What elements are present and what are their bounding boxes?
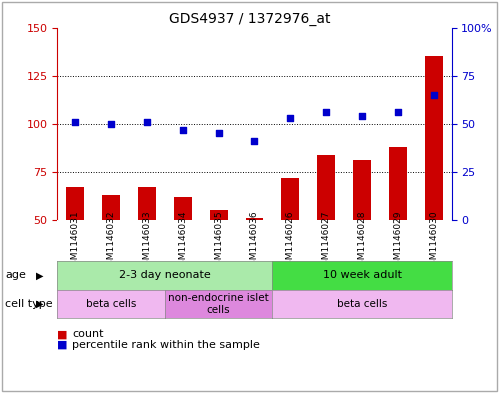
Point: [430, 92, 438, 98]
Point: [215, 130, 223, 136]
Point: [143, 119, 151, 125]
Text: GSM1146036: GSM1146036: [250, 210, 259, 271]
Text: cell type: cell type: [5, 299, 52, 309]
Bar: [246, 218, 263, 316]
Text: GSM1146026: GSM1146026: [286, 211, 295, 271]
Text: beta cells: beta cells: [337, 299, 387, 309]
Point: [179, 127, 187, 133]
Point: [250, 138, 258, 144]
Point: [71, 119, 79, 125]
Text: GSM1146033: GSM1146033: [143, 210, 152, 271]
Text: GSM1146029: GSM1146029: [393, 211, 402, 271]
Bar: [425, 56, 443, 316]
Point: [107, 121, 115, 127]
Text: ■: ■: [57, 340, 68, 350]
Text: GSM1146027: GSM1146027: [322, 211, 331, 271]
Point: [286, 115, 294, 121]
Text: non-endocrine islet
cells: non-endocrine islet cells: [168, 293, 269, 314]
Bar: [138, 187, 156, 316]
Point: [322, 109, 330, 116]
Bar: [210, 211, 228, 316]
Bar: [389, 147, 407, 316]
Text: ■: ■: [57, 329, 68, 340]
Point: [394, 109, 402, 116]
Text: GSM1146035: GSM1146035: [214, 210, 223, 271]
Text: percentile rank within the sample: percentile rank within the sample: [72, 340, 260, 350]
Text: GSM1146030: GSM1146030: [429, 210, 438, 271]
Text: GSM1146032: GSM1146032: [107, 211, 116, 271]
Text: GDS4937 / 1372976_at: GDS4937 / 1372976_at: [169, 12, 330, 26]
Bar: [353, 160, 371, 316]
Text: ▶: ▶: [36, 299, 43, 309]
Point: [358, 113, 366, 119]
Text: GSM1146028: GSM1146028: [357, 211, 366, 271]
Bar: [281, 178, 299, 316]
Text: age: age: [5, 270, 26, 281]
Text: GSM1146034: GSM1146034: [178, 211, 187, 271]
Bar: [317, 154, 335, 316]
Text: 10 week adult: 10 week adult: [322, 270, 402, 281]
Text: beta cells: beta cells: [86, 299, 136, 309]
Text: 2-3 day neonate: 2-3 day neonate: [119, 270, 211, 281]
Text: GSM1146031: GSM1146031: [71, 210, 80, 271]
Bar: [102, 195, 120, 316]
Text: ▶: ▶: [36, 270, 43, 281]
Bar: [174, 197, 192, 316]
Bar: [66, 187, 84, 316]
Text: count: count: [72, 329, 104, 340]
